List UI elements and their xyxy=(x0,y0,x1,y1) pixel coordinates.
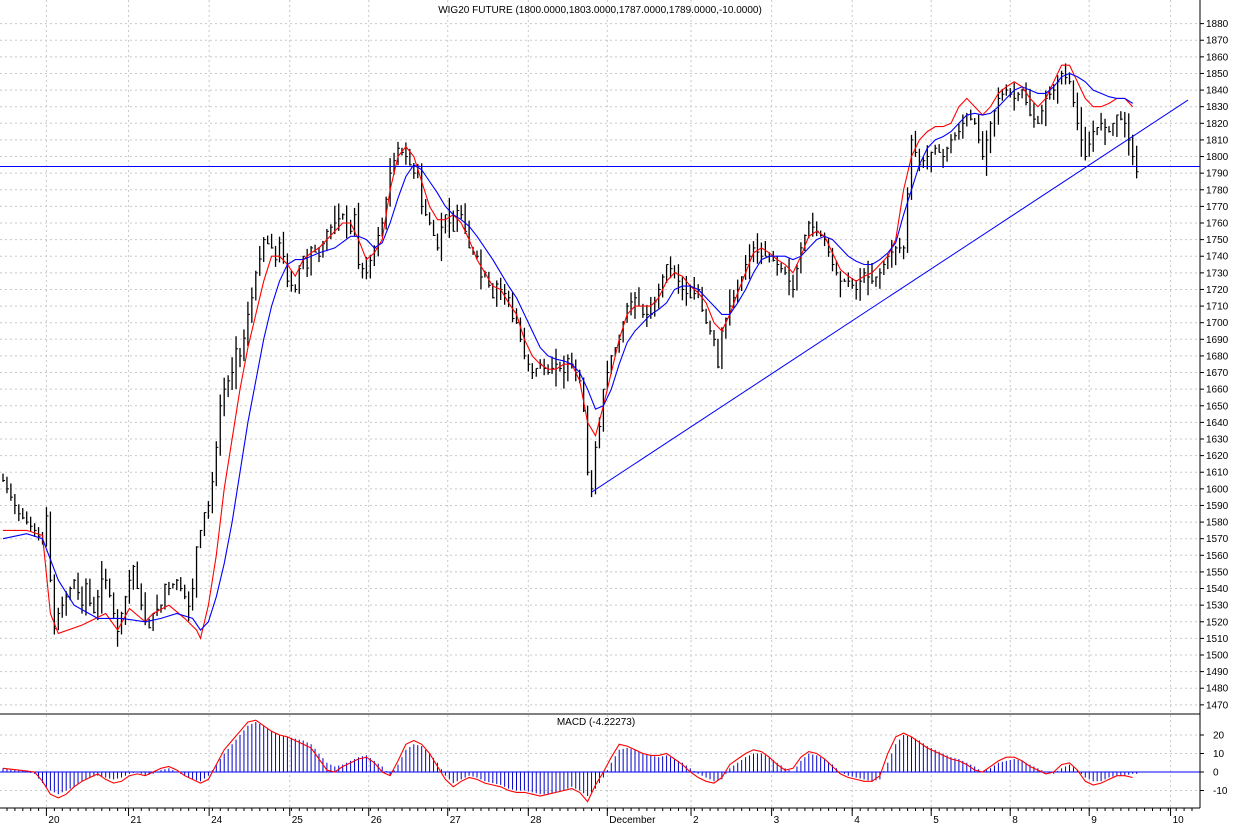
x-tick-labels: 20 21 24 25 26 27 28 December 2 3 4 5 8 9 10 xyxy=(6,808,1193,826)
x-tick-label-14: 10 xyxy=(1173,815,1185,826)
y-tick-label-1710: 1710 xyxy=(1206,302,1229,313)
y-tick-label-1670: 1670 xyxy=(1206,368,1229,379)
y-tick-label-1650: 1650 xyxy=(1206,401,1229,412)
y-tick-label-1740: 1740 xyxy=(1206,252,1229,263)
y-tick-label-1730: 1730 xyxy=(1206,268,1229,279)
y-tick-label-1620: 1620 xyxy=(1206,451,1229,462)
y-tick-label-1490: 1490 xyxy=(1206,667,1229,678)
grid xyxy=(0,0,1200,808)
y-tick-label-1870: 1870 xyxy=(1206,36,1229,47)
y-tick-label-1770: 1770 xyxy=(1206,202,1229,213)
y-tick-label-1790: 1790 xyxy=(1206,169,1229,180)
y-tick-label-1530: 1530 xyxy=(1206,601,1229,612)
macd-histogram xyxy=(0,722,1200,797)
y-tick-label-1720: 1720 xyxy=(1206,285,1229,296)
x-tick-label-13: 9 xyxy=(1091,815,1097,826)
macd-title: MACD (-4.22273) xyxy=(557,717,635,728)
y-tick-label-1550: 1550 xyxy=(1206,567,1229,578)
x-tick-label-6: 28 xyxy=(530,815,542,826)
y-tick-label-1660: 1660 xyxy=(1206,385,1229,396)
macd-tick-label-10: 10 xyxy=(1213,749,1225,760)
x-tick-label-0: 20 xyxy=(48,815,60,826)
x-tick-label-1: 21 xyxy=(131,815,143,826)
x-tick-label-10: 4 xyxy=(854,815,860,826)
y-tick-label-1510: 1510 xyxy=(1206,634,1229,645)
y-tick-label-1500: 1500 xyxy=(1206,651,1229,662)
trend-lines xyxy=(0,99,1200,493)
y-tick-label-1810: 1810 xyxy=(1206,135,1229,146)
y-tick-label-1540: 1540 xyxy=(1206,584,1229,595)
y-tick-label-1860: 1860 xyxy=(1206,52,1229,63)
macd-tick-label-20: 20 xyxy=(1213,731,1225,742)
x-tick-label-8: 2 xyxy=(693,815,699,826)
x-tick-label-4: 26 xyxy=(371,815,383,826)
y-tick-label-1780: 1780 xyxy=(1206,185,1229,196)
y-tick-label-1690: 1690 xyxy=(1206,335,1229,346)
y-tick-label-1630: 1630 xyxy=(1206,435,1229,446)
y-tick-label-1600: 1600 xyxy=(1206,484,1229,495)
y-tick-label-1590: 1590 xyxy=(1206,501,1229,512)
y-tick-label-1640: 1640 xyxy=(1206,418,1229,429)
main-chart-title: WIG20 FUTURE (1800.0000,1803.0000,1787.0… xyxy=(438,5,762,16)
y-tick-label-1830: 1830 xyxy=(1206,102,1229,113)
y-tick-label-1570: 1570 xyxy=(1206,534,1229,545)
macd-tick-label-0: 0 xyxy=(1213,768,1219,779)
y-tick-labels: 1470 1480 1490 1500 1510 1520 1530 1540 1550 1560… xyxy=(1200,19,1229,797)
x-tick-label-3: 25 xyxy=(292,815,304,826)
trend-line xyxy=(591,99,1189,493)
series-line-long-ma xyxy=(2,72,1133,631)
y-tick-label-1760: 1760 xyxy=(1206,219,1229,230)
moving-averages xyxy=(2,64,1134,641)
x-tick-label-12: 8 xyxy=(1012,815,1018,826)
x-tick-label-11: 5 xyxy=(933,815,939,826)
x-tick-label-5: 27 xyxy=(450,815,462,826)
macd-signal-line xyxy=(2,719,1133,803)
y-tick-label-1840: 1840 xyxy=(1206,86,1229,97)
y-tick-label-1610: 1610 xyxy=(1206,468,1229,479)
y-tick-label-1520: 1520 xyxy=(1206,617,1229,628)
x-tick-label-9: 3 xyxy=(774,815,780,826)
y-tick-label-1850: 1850 xyxy=(1206,69,1229,80)
x-tick-label-2: 24 xyxy=(211,815,223,826)
y-tick-label-1680: 1680 xyxy=(1206,351,1229,362)
macd-signal xyxy=(2,719,1133,803)
y-tick-label-1820: 1820 xyxy=(1206,119,1229,130)
macd-tick-label--10: -10 xyxy=(1213,786,1228,797)
y-tick-label-1580: 1580 xyxy=(1206,518,1229,529)
y-tick-label-1880: 1880 xyxy=(1206,19,1229,30)
y-tick-label-1800: 1800 xyxy=(1206,152,1229,163)
x-tick-label-7: December xyxy=(609,815,656,826)
y-tick-label-1560: 1560 xyxy=(1206,551,1229,562)
y-tick-label-1470: 1470 xyxy=(1206,700,1229,711)
series-line-short-ma xyxy=(3,64,1134,641)
y-tick-label-1750: 1750 xyxy=(1206,235,1229,246)
y-tick-label-1480: 1480 xyxy=(1206,684,1229,695)
y-tick-label-1700: 1700 xyxy=(1206,318,1229,329)
